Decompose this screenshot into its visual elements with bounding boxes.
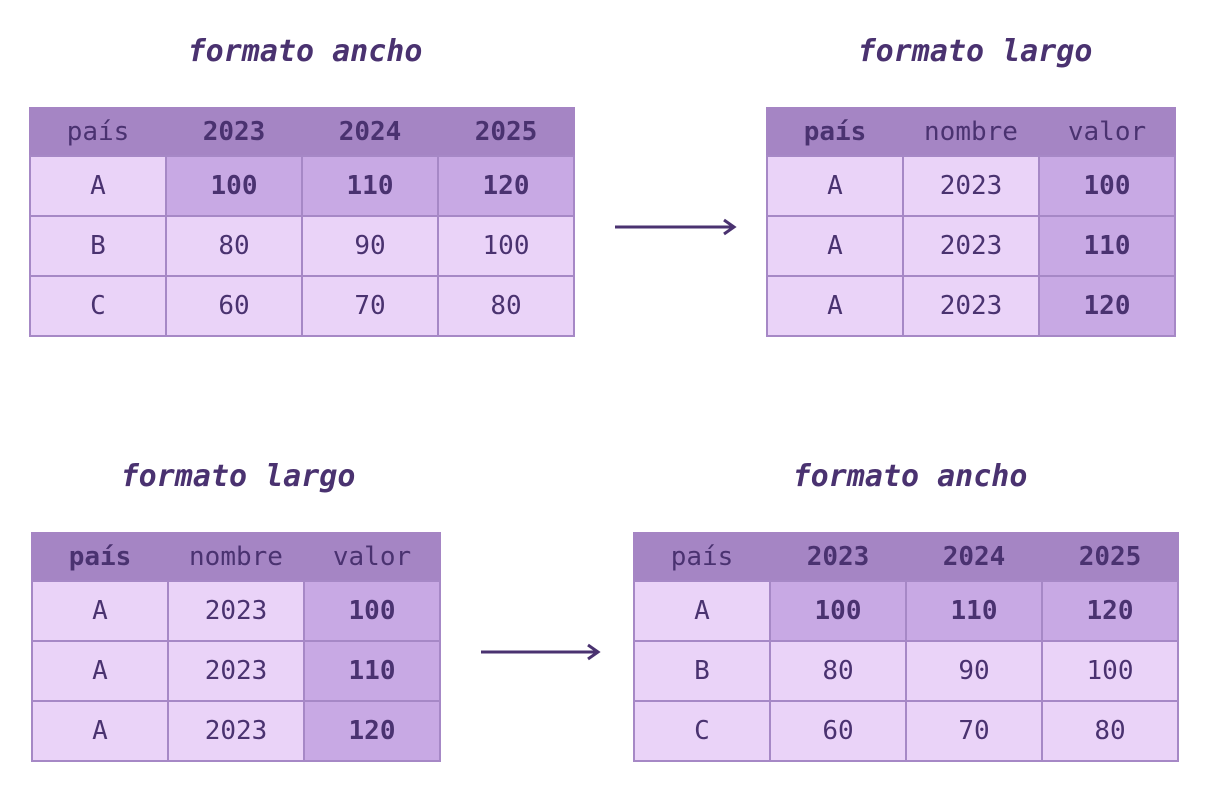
header-cell: 2025 (1041, 532, 1179, 582)
table-row: A 2023 100 (766, 155, 1176, 217)
panel-title: formato ancho (792, 459, 1028, 494)
data-table: país 2023 2024 2025 A 100 110 120 B 80 90 100 C 60 70 8… (633, 532, 1179, 762)
table-cell: 100 (303, 580, 441, 642)
table-cell: 2023 (902, 275, 1040, 337)
header-row: país 2023 2024 2025 (633, 532, 1179, 582)
table-row: B 80 90 100 (29, 215, 575, 277)
table-cell: 90 (905, 640, 1043, 702)
header-cell: país (633, 532, 771, 582)
header-cell: 2024 (301, 107, 439, 157)
table-cell: A (766, 215, 904, 277)
header-row: país 2023 2024 2025 (29, 107, 575, 157)
header-cell: país (31, 532, 169, 582)
header-cell: país (766, 107, 904, 157)
table-row: B 80 90 100 (633, 640, 1179, 702)
table-cell: 100 (769, 580, 907, 642)
table-cell: 110 (1038, 215, 1176, 277)
header-row: país nombre valor (766, 107, 1176, 157)
table-cell: B (29, 215, 167, 277)
table-cell: 2023 (902, 215, 1040, 277)
header-row: país nombre valor (31, 532, 441, 582)
table-row: A 2023 110 (31, 640, 441, 702)
table-row: A 2023 100 (31, 580, 441, 642)
table-cell: 100 (1041, 640, 1179, 702)
table-row: C 60 70 80 (29, 275, 575, 337)
header-cell: 2024 (905, 532, 1043, 582)
table-cell: 2023 (167, 580, 305, 642)
table-row: A 100 110 120 (29, 155, 575, 217)
table-cell: 100 (165, 155, 303, 217)
table-cell: A (766, 275, 904, 337)
table-row: C 60 70 80 (633, 700, 1179, 762)
header-cell: valor (303, 532, 441, 582)
table-cell: A (766, 155, 904, 217)
data-table: país 2023 2024 2025 A 100 110 120 B 80 90 100 C 60 70 8… (29, 107, 575, 337)
table-cell: 70 (905, 700, 1043, 762)
table-cell: 70 (301, 275, 439, 337)
arrow (481, 643, 601, 661)
table-row: A 2023 110 (766, 215, 1176, 277)
header-cell: valor (1038, 107, 1176, 157)
arrow (615, 218, 737, 236)
table-cell: 90 (301, 215, 439, 277)
table-cell: 60 (769, 700, 907, 762)
header-cell: país (29, 107, 167, 157)
table-cell: A (31, 580, 169, 642)
table-cell: 2023 (902, 155, 1040, 217)
table-row: A 2023 120 (766, 275, 1176, 337)
header-cell: 2025 (437, 107, 575, 157)
panel-title: formato ancho (187, 34, 423, 69)
data-table: país nombre valor A 2023 100 A 2023 110 A 2023 120 (31, 532, 441, 762)
header-cell: 2023 (769, 532, 907, 582)
table-cell: 80 (1041, 700, 1179, 762)
table-cell: C (29, 275, 167, 337)
table-row: A 100 110 120 (633, 580, 1179, 642)
table-cell: 80 (769, 640, 907, 702)
table-cell: 110 (301, 155, 439, 217)
table-cell: A (31, 700, 169, 762)
table-cell: 120 (1038, 275, 1176, 337)
panel-title: formato largo (857, 34, 1093, 69)
table-cell: A (31, 640, 169, 702)
table-cell: A (29, 155, 167, 217)
table-cell: C (633, 700, 771, 762)
data-table: país nombre valor A 2023 100 A 2023 110 A 2023 120 (766, 107, 1176, 337)
table-cell: A (633, 580, 771, 642)
table-cell: 60 (165, 275, 303, 337)
table-row: A 2023 120 (31, 700, 441, 762)
table-cell: 2023 (167, 700, 305, 762)
header-cell: nombre (167, 532, 305, 582)
table-cell: 120 (303, 700, 441, 762)
table-cell: 120 (1041, 580, 1179, 642)
table-cell: 100 (437, 215, 575, 277)
header-cell: nombre (902, 107, 1040, 157)
table-cell: B (633, 640, 771, 702)
table-cell: 110 (303, 640, 441, 702)
table-cell: 80 (437, 275, 575, 337)
table-cell: 110 (905, 580, 1043, 642)
table-cell: 120 (437, 155, 575, 217)
table-cell: 100 (1038, 155, 1176, 217)
header-cell: 2023 (165, 107, 303, 157)
table-cell: 2023 (167, 640, 305, 702)
table-cell: 80 (165, 215, 303, 277)
panel-title: formato largo (120, 459, 356, 494)
